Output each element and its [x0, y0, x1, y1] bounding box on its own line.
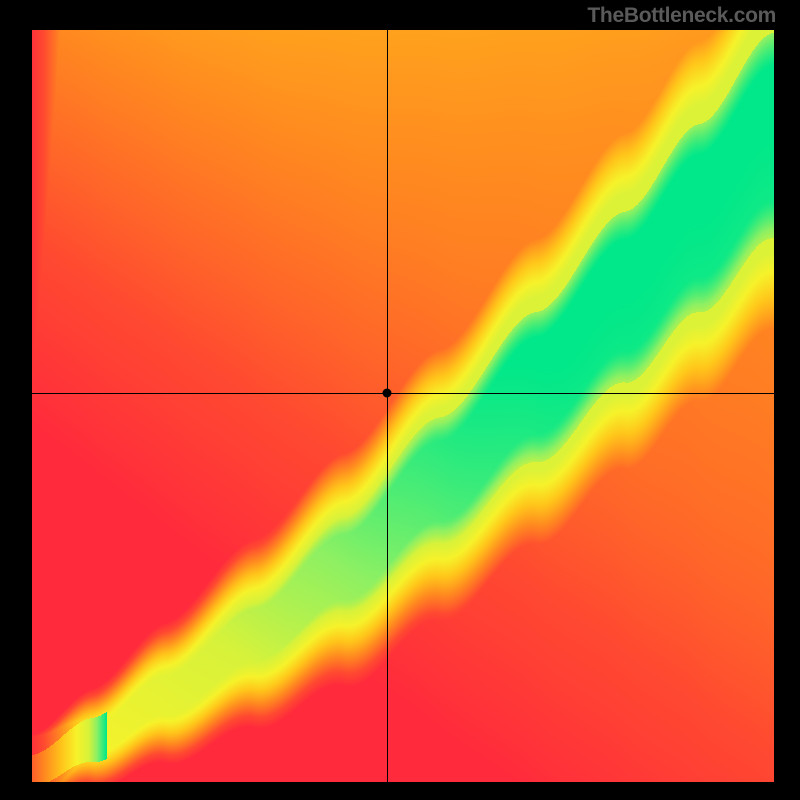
crosshair-horizontal	[32, 393, 774, 394]
watermark-text: TheBottleneck.com	[587, 4, 776, 28]
crosshair-vertical	[387, 30, 388, 782]
chart-container: { "watermark": "TheBottleneck.com", "can…	[0, 0, 800, 800]
crosshair-dot	[382, 389, 391, 398]
heatmap-canvas	[32, 30, 774, 782]
